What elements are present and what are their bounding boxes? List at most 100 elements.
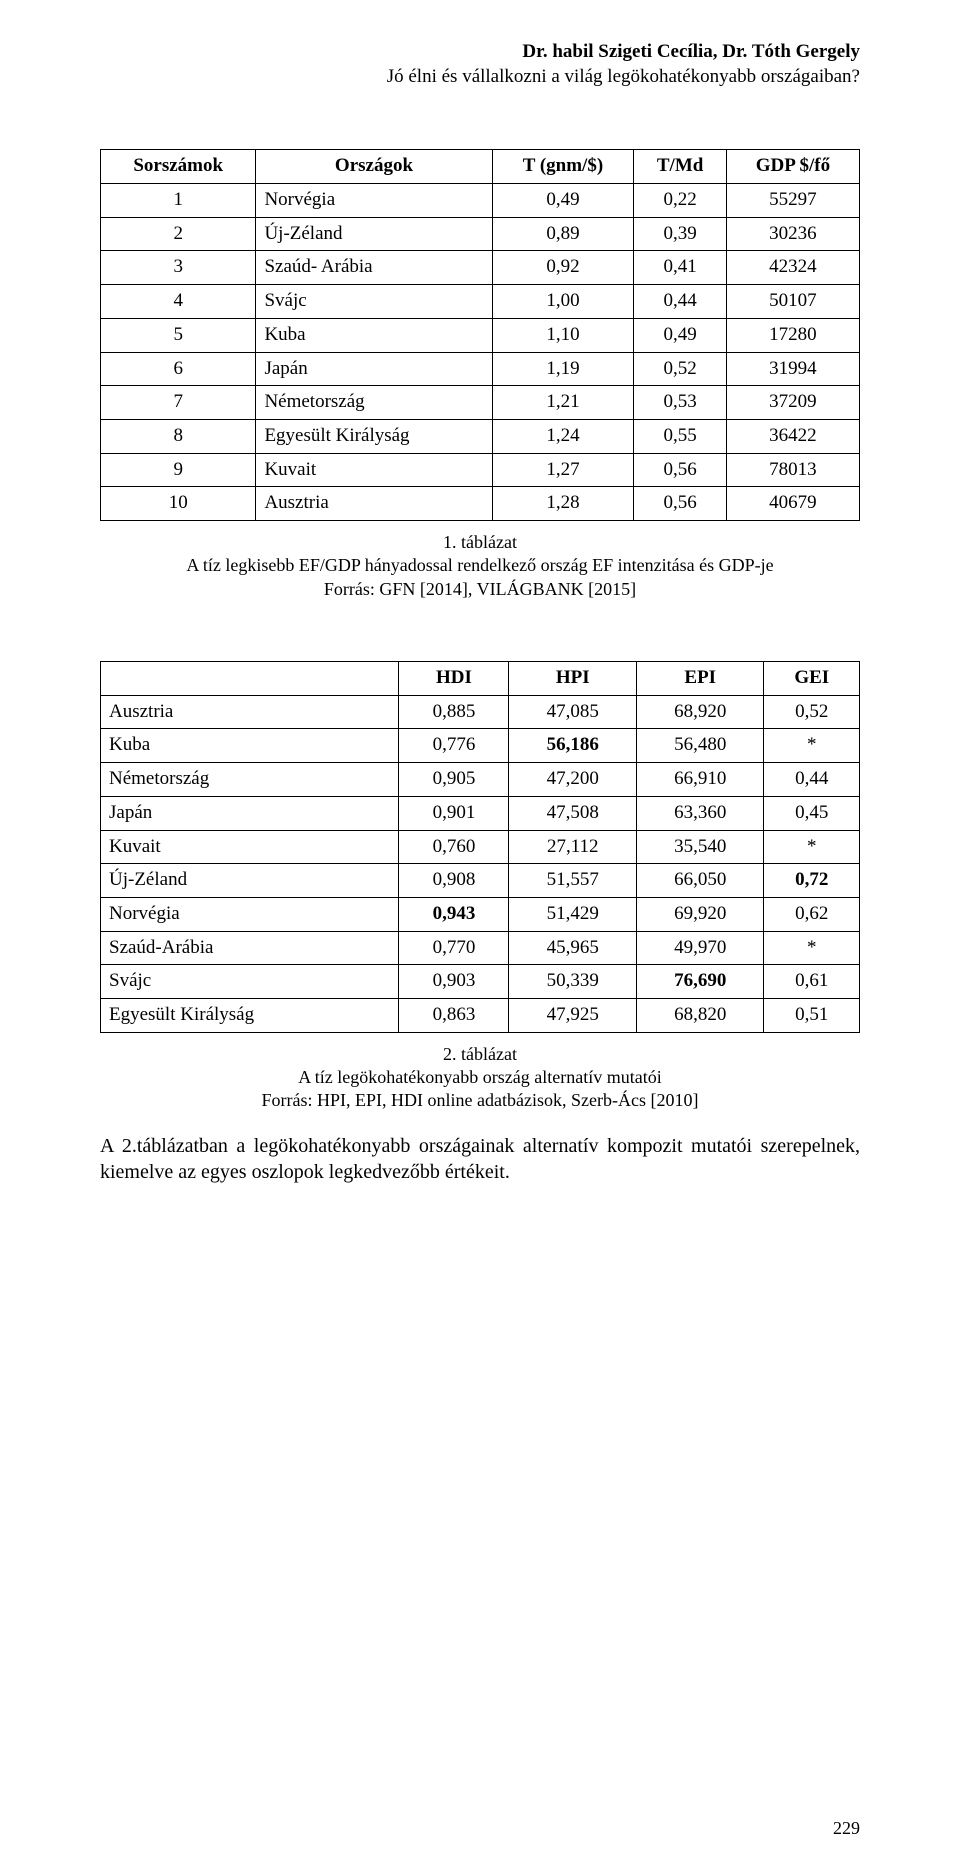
cell-value: 47,925: [509, 998, 637, 1032]
cell-value: 78013: [726, 453, 859, 487]
cell-value: 17280: [726, 318, 859, 352]
table-row: Ausztria0,88547,08568,9200,52: [101, 695, 860, 729]
cell-value: 0,61: [764, 965, 860, 999]
cell-value: 0,39: [634, 217, 726, 251]
cell-value: 0,92: [492, 251, 634, 285]
caption-table1: 1. táblázat A tíz legkisebb EF/GDP hánya…: [100, 531, 860, 601]
cell-value: 51,557: [509, 864, 637, 898]
cell-value: 8: [101, 419, 256, 453]
table-row: 1Norvégia0,490,2255297: [101, 184, 860, 218]
cell-value: 7: [101, 386, 256, 420]
table-row: Kuvait0,76027,11235,540*: [101, 830, 860, 864]
cell-country: Japán: [256, 352, 492, 386]
cell-value: 66,910: [636, 763, 764, 797]
col-orszagok: Országok: [256, 150, 492, 184]
cell-value: 30236: [726, 217, 859, 251]
body-paragraph: A 2.táblázatban a legökohatékonyabb orsz…: [100, 1133, 860, 1185]
cell-country: Németország: [256, 386, 492, 420]
cell-value: 0,53: [634, 386, 726, 420]
header-authors: Dr. habil Szigeti Cecília, Dr. Tóth Gerg…: [100, 40, 860, 65]
cell-value: 0,903: [399, 965, 509, 999]
cell-value: 10: [101, 487, 256, 521]
cell-value: 50,339: [509, 965, 637, 999]
cell-country: Kuvait: [101, 830, 399, 864]
cell-value: 0,62: [764, 897, 860, 931]
table-row: Japán0,90147,50863,3600,45: [101, 796, 860, 830]
cell-value: 0,89: [492, 217, 634, 251]
cell-value: 0,49: [634, 318, 726, 352]
cell-value: 50107: [726, 285, 859, 319]
table-row: 2Új-Zéland0,890,3930236: [101, 217, 860, 251]
caption1-line1: A tíz legkisebb EF/GDP hányadossal rende…: [100, 554, 860, 577]
cell-value: 0,905: [399, 763, 509, 797]
cell-value: 0,760: [399, 830, 509, 864]
cell-value: 47,508: [509, 796, 637, 830]
cell-country: Svájc: [256, 285, 492, 319]
cell-value: 45,965: [509, 931, 637, 965]
cell-value: 1: [101, 184, 256, 218]
cell-value: 51,429: [509, 897, 637, 931]
cell-value: *: [764, 729, 860, 763]
table-row: 3Szaúd- Arábia0,920,4142324: [101, 251, 860, 285]
cell-value: 47,200: [509, 763, 637, 797]
cell-value: 6: [101, 352, 256, 386]
cell-value: 0,49: [492, 184, 634, 218]
cell-value: 1,24: [492, 419, 634, 453]
cell-value: 0,44: [634, 285, 726, 319]
table-row: Németország0,90547,20066,9100,44: [101, 763, 860, 797]
table-row: Szaúd-Arábia0,77045,96549,970*: [101, 931, 860, 965]
cell-country: Új-Zéland: [256, 217, 492, 251]
cell-value: 0,943: [399, 897, 509, 931]
caption2-line1: A tíz legökohatékonyabb ország alternatí…: [100, 1066, 860, 1089]
cell-country: Szaúd- Arábia: [256, 251, 492, 285]
cell-country: Kuvait: [256, 453, 492, 487]
cell-value: 1,21: [492, 386, 634, 420]
caption2-label: 2. táblázat: [100, 1043, 860, 1066]
col-empty: [101, 662, 399, 696]
cell-value: 55297: [726, 184, 859, 218]
cell-country: Egyesült Királyság: [101, 998, 399, 1032]
caption-table2: 2. táblázat A tíz legökohatékonyabb orsz…: [100, 1043, 860, 1113]
table-row: 9Kuvait1,270,5678013: [101, 453, 860, 487]
cell-value: *: [764, 931, 860, 965]
table-row: 10Ausztria1,280,5640679: [101, 487, 860, 521]
col-hpi: HPI: [509, 662, 637, 696]
table-header-row: Sorszámok Országok T (gnm/$) T/Md GDP $/…: [101, 150, 860, 184]
table-efgdp: Sorszámok Országok T (gnm/$) T/Md GDP $/…: [100, 149, 860, 521]
cell-country: Japán: [101, 796, 399, 830]
cell-value: 0,56: [634, 453, 726, 487]
cell-value: 69,920: [636, 897, 764, 931]
cell-value: 0,52: [634, 352, 726, 386]
page-number: 229: [833, 1817, 860, 1840]
cell-value: 68,920: [636, 695, 764, 729]
cell-country: Kuba: [256, 318, 492, 352]
cell-value: 35,540: [636, 830, 764, 864]
cell-value: 1,10: [492, 318, 634, 352]
cell-value: 68,820: [636, 998, 764, 1032]
page: Dr. habil Szigeti Cecília, Dr. Tóth Gerg…: [0, 0, 960, 1870]
cell-country: Svájc: [101, 965, 399, 999]
cell-value: 47,085: [509, 695, 637, 729]
table-row: 8Egyesült Királyság1,240,5536422: [101, 419, 860, 453]
cell-value: 36422: [726, 419, 859, 453]
caption1-label: 1. táblázat: [100, 531, 860, 554]
spacer: [100, 601, 860, 661]
col-tmd: T/Md: [634, 150, 726, 184]
cell-value: 1,27: [492, 453, 634, 487]
cell-value: *: [764, 830, 860, 864]
cell-country: Egyesült Királyság: [256, 419, 492, 453]
table-row: Kuba0,77656,18656,480*: [101, 729, 860, 763]
cell-value: 1,28: [492, 487, 634, 521]
cell-country: Norvégia: [256, 184, 492, 218]
cell-value: 49,970: [636, 931, 764, 965]
cell-value: 9: [101, 453, 256, 487]
cell-value: 0,776: [399, 729, 509, 763]
page-header: Dr. habil Szigeti Cecília, Dr. Tóth Gerg…: [100, 40, 860, 89]
table-row: 6Japán1,190,5231994: [101, 352, 860, 386]
cell-value: 0,908: [399, 864, 509, 898]
cell-value: 0,770: [399, 931, 509, 965]
table-alternative-indicators: HDI HPI EPI GEI Ausztria0,88547,08568,92…: [100, 661, 860, 1033]
cell-value: 27,112: [509, 830, 637, 864]
cell-value: 0,22: [634, 184, 726, 218]
cell-value: 0,56: [634, 487, 726, 521]
